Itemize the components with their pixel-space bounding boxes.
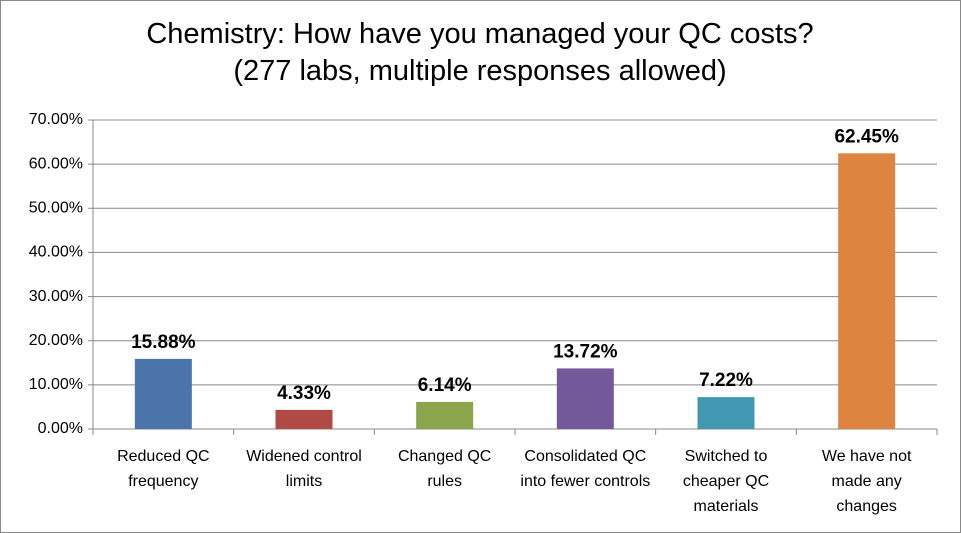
- y-tick-label: 20.00%: [29, 332, 83, 349]
- y-tick-label: 50.00%: [29, 200, 83, 217]
- chart-title: Chemistry: How have you managed your QC …: [146, 18, 814, 87]
- y-tick-label: 0.00%: [38, 420, 83, 437]
- bar: [556, 368, 614, 429]
- x-tick-label: We have not made any changes: [821, 448, 912, 515]
- x-tick-label: Consolidated QC into fewer controls: [520, 448, 651, 490]
- y-tick-label: 40.00%: [29, 244, 83, 261]
- value-label: 15.88%: [131, 332, 196, 353]
- y-tick-label: 10.00%: [29, 376, 83, 393]
- x-tick-label: Switched to cheaper QC materials: [682, 448, 770, 515]
- bar: [838, 153, 896, 429]
- bar: [134, 358, 192, 429]
- bar: [697, 397, 755, 429]
- value-label: 6.14%: [418, 375, 472, 396]
- x-tick-label: Widened control limits: [246, 448, 362, 490]
- value-label: 4.33%: [277, 383, 331, 404]
- x-tick-label: Changed QC rules: [397, 448, 492, 490]
- x-tick-label: Reduced QC frequency: [117, 448, 210, 490]
- value-label: 13.72%: [553, 341, 618, 362]
- y-tick-label: 60.00%: [29, 155, 83, 172]
- y-tick-label: 30.00%: [29, 288, 83, 305]
- bar: [416, 401, 474, 429]
- y-tick-label: 70.00%: [29, 111, 83, 128]
- value-label: 7.22%: [699, 370, 753, 391]
- value-label: 62.45%: [834, 126, 899, 147]
- bar: [275, 409, 333, 429]
